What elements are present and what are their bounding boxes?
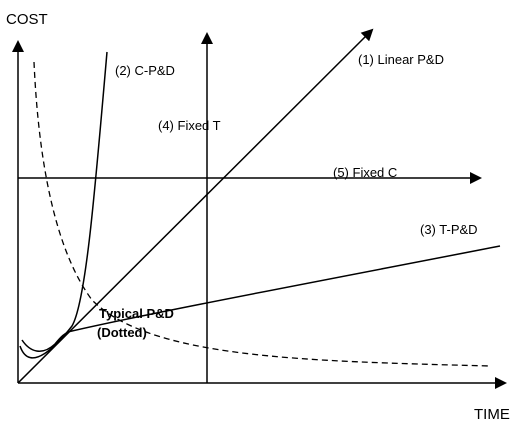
label-fixed-c: (5) Fixed C (333, 165, 397, 180)
t-pd-curve (21, 245, 501, 352)
typical-pd-dotted-curve (33, 61, 491, 367)
x-axis-label: TIME (474, 406, 510, 423)
c-pd-curve (19, 51, 108, 359)
label-c-pd: (2) C-P&D (115, 63, 175, 78)
label-linear-pd: (1) Linear P&D (358, 52, 444, 67)
y-axis-label: COST (6, 11, 48, 28)
label-t-pd: (3) T-P&D (420, 222, 478, 237)
label-typical-pd: Typical P&D (99, 306, 174, 321)
linear-pd-line (17, 28, 374, 384)
label-fixed-t: (4) Fixed T (158, 118, 221, 133)
label-typical-dotted: (Dotted) (97, 325, 147, 340)
